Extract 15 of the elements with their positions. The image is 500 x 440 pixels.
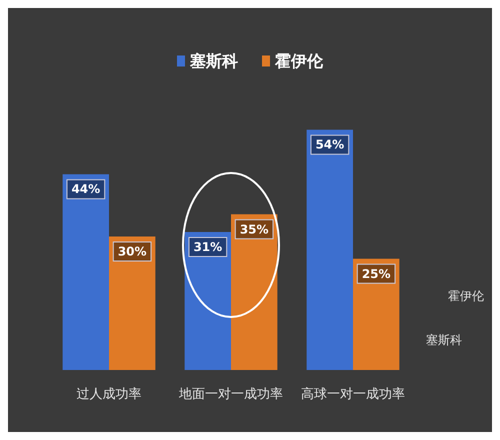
data-label: 44%	[71, 182, 100, 196]
x-tick-label: 高球一对一成功率	[301, 386, 405, 402]
bar	[62, 174, 109, 370]
legend-label: 塞斯科	[189, 52, 238, 70]
data-label: 35%	[240, 222, 269, 236]
text: 塞斯科	[426, 333, 462, 347]
data-label: 30%	[118, 244, 147, 258]
legend-label: 霍伊伦	[274, 52, 324, 70]
bar	[306, 130, 353, 370]
data-label: 54%	[315, 138, 344, 152]
data-label: 25%	[362, 266, 391, 281]
x-tick-label: 地面一对一成功率	[178, 386, 283, 402]
data-label: 31%	[193, 240, 222, 254]
text: 霍伊伦	[448, 289, 484, 303]
x-tick-label: 过人成功率	[76, 386, 142, 402]
